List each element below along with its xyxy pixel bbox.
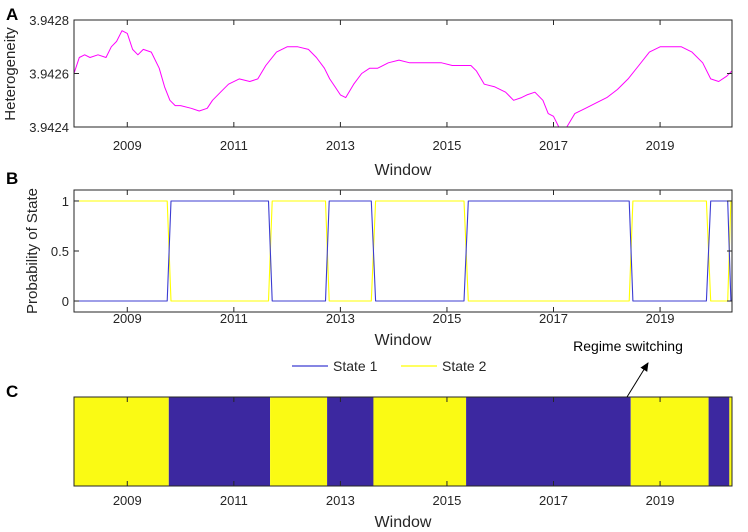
panel-b-xtick-label: 2015 — [432, 311, 461, 326]
panel-a-heterogeneity: 2009 2011 2013 2015 2017 2019 3.9424 3.9426 3.94… — [2, 13, 733, 179]
panel-label-b: B — [6, 169, 18, 188]
panel-b-xtick-label: 2011 — [220, 311, 248, 326]
panel-label-a: A — [6, 5, 18, 24]
panel-a-xtick-label: 2013 — [326, 138, 355, 153]
panel-b-series-state-1-line — [74, 200, 732, 302]
panel-a-xtick-label: 2017 — [539, 138, 568, 153]
legend-label-state-1: State 1 — [333, 358, 378, 374]
panel-c-regime-timeline: 2009 2011 2013 2015 2017 2019 Window Regime s… — [73, 338, 733, 531]
regime-segment-state-1 — [466, 397, 631, 486]
panel-b-series-state-2-line — [74, 200, 732, 302]
panel-b-ytick-label: 1 — [62, 194, 69, 209]
regime-segment-state-1 — [168, 397, 270, 486]
panel-b-state-probability: 2009 2011 2013 2015 2017 2019 0 0.5 1 Window Pro… — [24, 188, 733, 374]
panel-b-xtick-label: 2013 — [326, 311, 355, 326]
panel-a-xtick-label: 2019 — [646, 138, 675, 153]
panel-a-xtick-label: 2009 — [113, 138, 142, 153]
panel-b-xtick-label: 2009 — [113, 311, 142, 326]
panel-a-xtick-label: 2011 — [220, 138, 248, 153]
panel-label-c: C — [6, 382, 18, 401]
panel-b-ytick-label: 0.5 — [51, 244, 69, 259]
panel-b-xtick-label: 2019 — [646, 311, 675, 326]
regime-segment-state-1 — [327, 397, 374, 486]
panel-a-xtick-label: 2015 — [432, 138, 461, 153]
panel-b-axes-box — [73, 189, 733, 313]
panel-c-xtick-label: 2019 — [646, 493, 675, 508]
panel-b-xtick-label: 2017 — [539, 311, 568, 326]
panel-a-ytick-label: 3.9428 — [29, 13, 69, 28]
panel-c-xtick-label: 2013 — [326, 493, 355, 508]
panel-b-xlabel: Window — [375, 332, 432, 349]
panel-a-ytick-label: 3.9424 — [29, 120, 69, 135]
panel-c-xtick-label: 2017 — [539, 493, 568, 508]
panel-a-ytick-label: 3.9426 — [29, 67, 69, 82]
panel-c-xtick-label: 2015 — [432, 493, 461, 508]
panel-b-ytick-label: 0 — [62, 294, 69, 309]
regime-segment-state-1 — [708, 397, 730, 486]
regime-switching-arrow — [626, 362, 649, 398]
regime-segment-state-2 — [630, 397, 709, 486]
panel-a-xlabel: Window — [375, 162, 432, 179]
regime-segment-state-2 — [270, 397, 328, 486]
panel-a-ylabel: Heterogeneity — [2, 27, 19, 121]
panel-c-xtick-label: 2009 — [113, 493, 142, 508]
regime-segment-state-2 — [729, 397, 732, 486]
panel-c-xtick-label: 2011 — [220, 493, 248, 508]
regime-switching-annotation: Regime switching — [573, 338, 683, 354]
panel-b-ylabel: Probability of State — [24, 188, 41, 314]
legend-label-state-2: State 2 — [442, 358, 487, 374]
panel-a-series-1-line — [74, 30, 732, 127]
legend: State 1 State 2 — [292, 358, 487, 374]
panel-a-axes-box — [73, 19, 733, 128]
panel-c-axes-box — [73, 396, 733, 487]
regime-segment-state-2 — [373, 397, 467, 486]
panel-c-xlabel: Window — [375, 514, 432, 531]
regime-segment-state-2 — [74, 397, 169, 486]
